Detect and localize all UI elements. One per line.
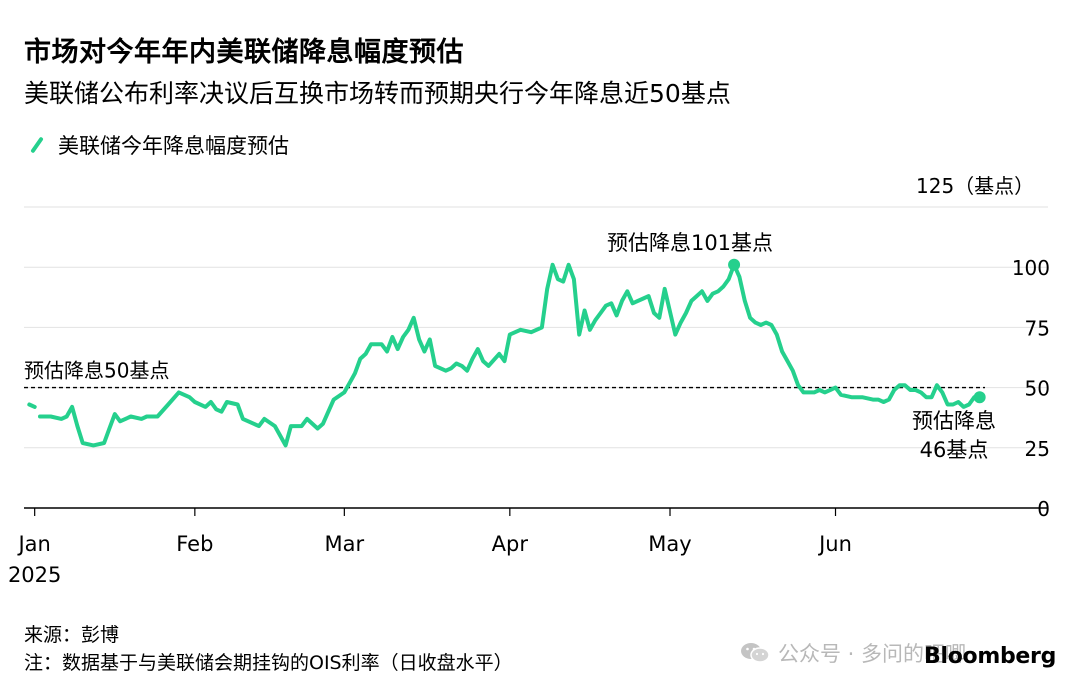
legend-label: 美联储今年降息幅度预估 <box>58 134 289 158</box>
series-line <box>27 402 37 409</box>
latest-annotation: 预估降息 <box>912 409 996 433</box>
wechat-icon <box>740 641 770 665</box>
chart-title: 市场对今年年内美联储降息幅度预估 <box>24 37 464 68</box>
series-line <box>38 262 982 448</box>
x-tick-sublabel: 2025 <box>8 563 61 587</box>
watermark-text: 公众号 · 多问的吧唧 <box>778 642 967 666</box>
peak-marker <box>728 258 741 271</box>
reference-line-label: 预估降息50基点 <box>24 359 169 383</box>
y-tick-label: 100 <box>1012 256 1050 280</box>
y-tick-label: 25 <box>1025 437 1050 461</box>
watermark: 公众号 · 多问的吧唧 <box>740 638 966 668</box>
x-axis: Jan 2025 Feb Mar Apr May Jun <box>8 508 852 587</box>
grid-lines: 0 25 50 75 100 <box>24 206 1050 521</box>
reference-line-group: 预估降息50基点 <box>24 359 985 389</box>
y-tick-label: 0 <box>1037 497 1050 521</box>
series-lines <box>27 262 982 448</box>
x-tick-label: Mar <box>325 532 365 556</box>
legend: 美联储今年降息幅度预估 <box>24 130 289 160</box>
x-tick-label: Jan <box>16 532 50 556</box>
latest-marker <box>973 391 986 404</box>
x-tick-label: May <box>648 532 691 556</box>
x-tick-label: Jun <box>817 532 852 556</box>
y-tick-label: 50 <box>1025 377 1050 401</box>
y-tick-label: 75 <box>1025 316 1050 340</box>
y-axis-unit-label: 125（基点） <box>916 174 1035 198</box>
source-note: 来源：彭博 <box>24 624 120 646</box>
x-tick-label: Apr <box>492 532 529 556</box>
latest-annotation-value: 46基点 <box>920 438 989 462</box>
chart-subtitle: 美联储公布利率决议后互换市场转而预期央行今年降息近50基点 <box>24 79 731 108</box>
peak-annotation: 预估降息101基点 <box>607 231 773 255</box>
bloomberg-logo: Bloomberg <box>924 644 1057 669</box>
footnote: 注：数据基于与美联储会期挂钩的OIS利率（日收盘水平） <box>24 652 513 674</box>
x-tick-label: Feb <box>176 532 213 556</box>
